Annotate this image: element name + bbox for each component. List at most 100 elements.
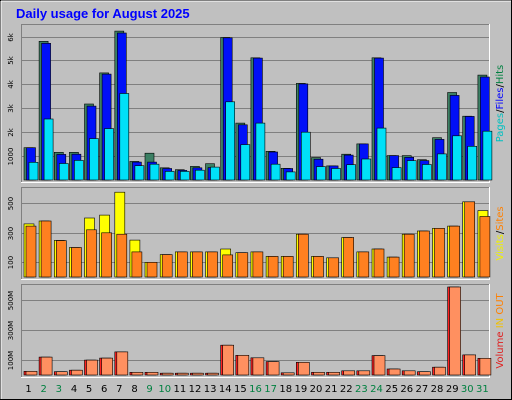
x-tick-label-day-1: 1 <box>25 384 31 395</box>
x-tick-label-day-7: 7 <box>116 384 122 395</box>
bar-pages-day-23 <box>361 158 372 181</box>
legend-visits-sites: Visits/Sites <box>495 206 506 260</box>
bar-pages-day-28 <box>437 153 447 181</box>
bar-pages-day-18 <box>285 171 296 181</box>
y-tick-label: 6k <box>7 32 15 41</box>
legend-entry: OUT <box>495 292 506 314</box>
x-tick-label-day-12: 12 <box>189 384 202 395</box>
bar-sites-day-21 <box>328 257 339 278</box>
bar-sites-day-3 <box>55 240 67 278</box>
x-tick-label-day-26: 26 <box>400 384 413 395</box>
x-tick-label-day-14: 14 <box>219 384 232 395</box>
x-tick-label-day-18: 18 <box>279 384 292 395</box>
bar-pages-day-19 <box>300 131 311 181</box>
y-tick-label: 500 <box>7 197 15 210</box>
x-tick-label-day-10: 10 <box>158 384 171 395</box>
bar-sites-day-13 <box>207 251 218 278</box>
x-tick-label-day-15: 15 <box>234 384 247 395</box>
bar-pages-day-3 <box>58 163 69 181</box>
bar-sites-day-27 <box>419 230 430 278</box>
legend-pages-files-hits: Pages/Files/Hits <box>495 65 506 143</box>
bar-in-day-26 <box>403 370 416 376</box>
bar-pages-day-21 <box>331 168 341 181</box>
x-tick-label-day-25: 25 <box>385 384 398 395</box>
bar-in-day-4 <box>71 369 83 376</box>
y-tick-label: 3k <box>7 103 15 112</box>
bar-pages-day-15 <box>240 144 251 181</box>
bar-sites-day-1 <box>25 225 37 278</box>
legend-entry: Visits <box>495 234 506 261</box>
x-tick-label-day-27: 27 <box>416 384 429 395</box>
bar-pages-day-2 <box>43 118 54 181</box>
panel-visits-sites: 100 300 500 Visits/Sites <box>7 187 506 280</box>
bar-sites-day-30 <box>464 201 476 278</box>
bar-sites-day-5 <box>86 229 97 278</box>
bar-in-day-17 <box>267 361 280 376</box>
bar-in-day-11 <box>177 372 189 376</box>
bar-pages-day-29 <box>452 135 462 181</box>
bar-pages-day-25 <box>391 167 402 181</box>
bar-pages-day-7 <box>119 93 130 181</box>
bar-sites-day-17 <box>267 256 279 278</box>
x-tick-label-day-3: 3 <box>56 384 62 395</box>
bar-sites-day-29 <box>449 225 460 278</box>
bar-in-day-15 <box>237 354 250 376</box>
y-tick-label: 500M <box>7 291 15 310</box>
bar-sites-day-2 <box>40 220 52 278</box>
x-tick-label-day-31: 31 <box>476 384 489 395</box>
bar-pages-day-30 <box>467 146 478 181</box>
bar-sites-day-7 <box>116 233 128 278</box>
bar-pages-day-6 <box>104 128 114 181</box>
bar-pages-day-20 <box>316 166 326 181</box>
bar-in-day-12 <box>192 372 204 376</box>
bar-sites-day-25 <box>388 256 400 278</box>
legend-entry: IN <box>495 318 506 328</box>
x-tick-label-day-4: 4 <box>71 384 77 395</box>
bar-in-day-25 <box>388 368 401 376</box>
legend-entry: Files <box>495 88 506 110</box>
bar-pages-day-8 <box>134 165 145 181</box>
bar-sites-day-22 <box>343 237 355 278</box>
x-tick-label-day-9: 9 <box>146 384 152 395</box>
x-tick-label-day-21: 21 <box>325 384 338 395</box>
bar-in-day-6 <box>101 357 113 376</box>
bar-sites-day-20 <box>313 256 324 278</box>
bar-sites-day-31 <box>479 216 491 278</box>
y-tick-label: 100 <box>7 256 15 269</box>
bar-pages-day-5 <box>89 138 99 181</box>
bar-sites-day-11 <box>177 251 188 278</box>
x-tick-label-day-19: 19 <box>295 384 308 395</box>
chart-title: Daily usage for August 2025 <box>16 6 190 21</box>
bar-in-day-27 <box>419 371 431 376</box>
bar-in-day-19 <box>297 361 310 376</box>
bar-in-day-7 <box>116 351 129 376</box>
x-tick-label-day-22: 22 <box>340 384 353 395</box>
bar-in-day-18 <box>282 372 295 376</box>
x-tick-label-day-16: 16 <box>249 384 262 395</box>
bar-in-day-10 <box>161 372 174 376</box>
bar-in-day-20 <box>313 371 325 376</box>
legend-entry: Sites <box>495 206 506 230</box>
bar-sites-day-4 <box>71 247 82 278</box>
bar-in-day-28 <box>434 366 446 376</box>
bar-sites-day-12 <box>192 251 203 278</box>
bar-pages-day-1 <box>28 162 39 181</box>
y-tick-label: 2k <box>7 127 15 136</box>
x-tick-label-day-23: 23 <box>355 384 368 395</box>
bar-sites-day-23 <box>358 251 370 278</box>
x-tick-label-day-28: 28 <box>431 384 444 395</box>
x-tick-label-day-30: 30 <box>461 384 474 395</box>
x-tick-label-day-11: 11 <box>174 384 187 395</box>
bar-in-day-2 <box>40 356 53 376</box>
y-tick-label: 5k <box>7 55 15 64</box>
x-tick-label-day-17: 17 <box>264 384 277 395</box>
x-tick-label-day-2: 2 <box>41 384 47 395</box>
bar-pages-day-12 <box>195 169 205 181</box>
bar-sites-day-14 <box>222 254 233 278</box>
bar-sites-day-9 <box>146 261 158 278</box>
bar-pages-day-16 <box>255 122 266 181</box>
bar-pages-day-31 <box>482 130 493 181</box>
bar-sites-day-6 <box>101 232 112 278</box>
